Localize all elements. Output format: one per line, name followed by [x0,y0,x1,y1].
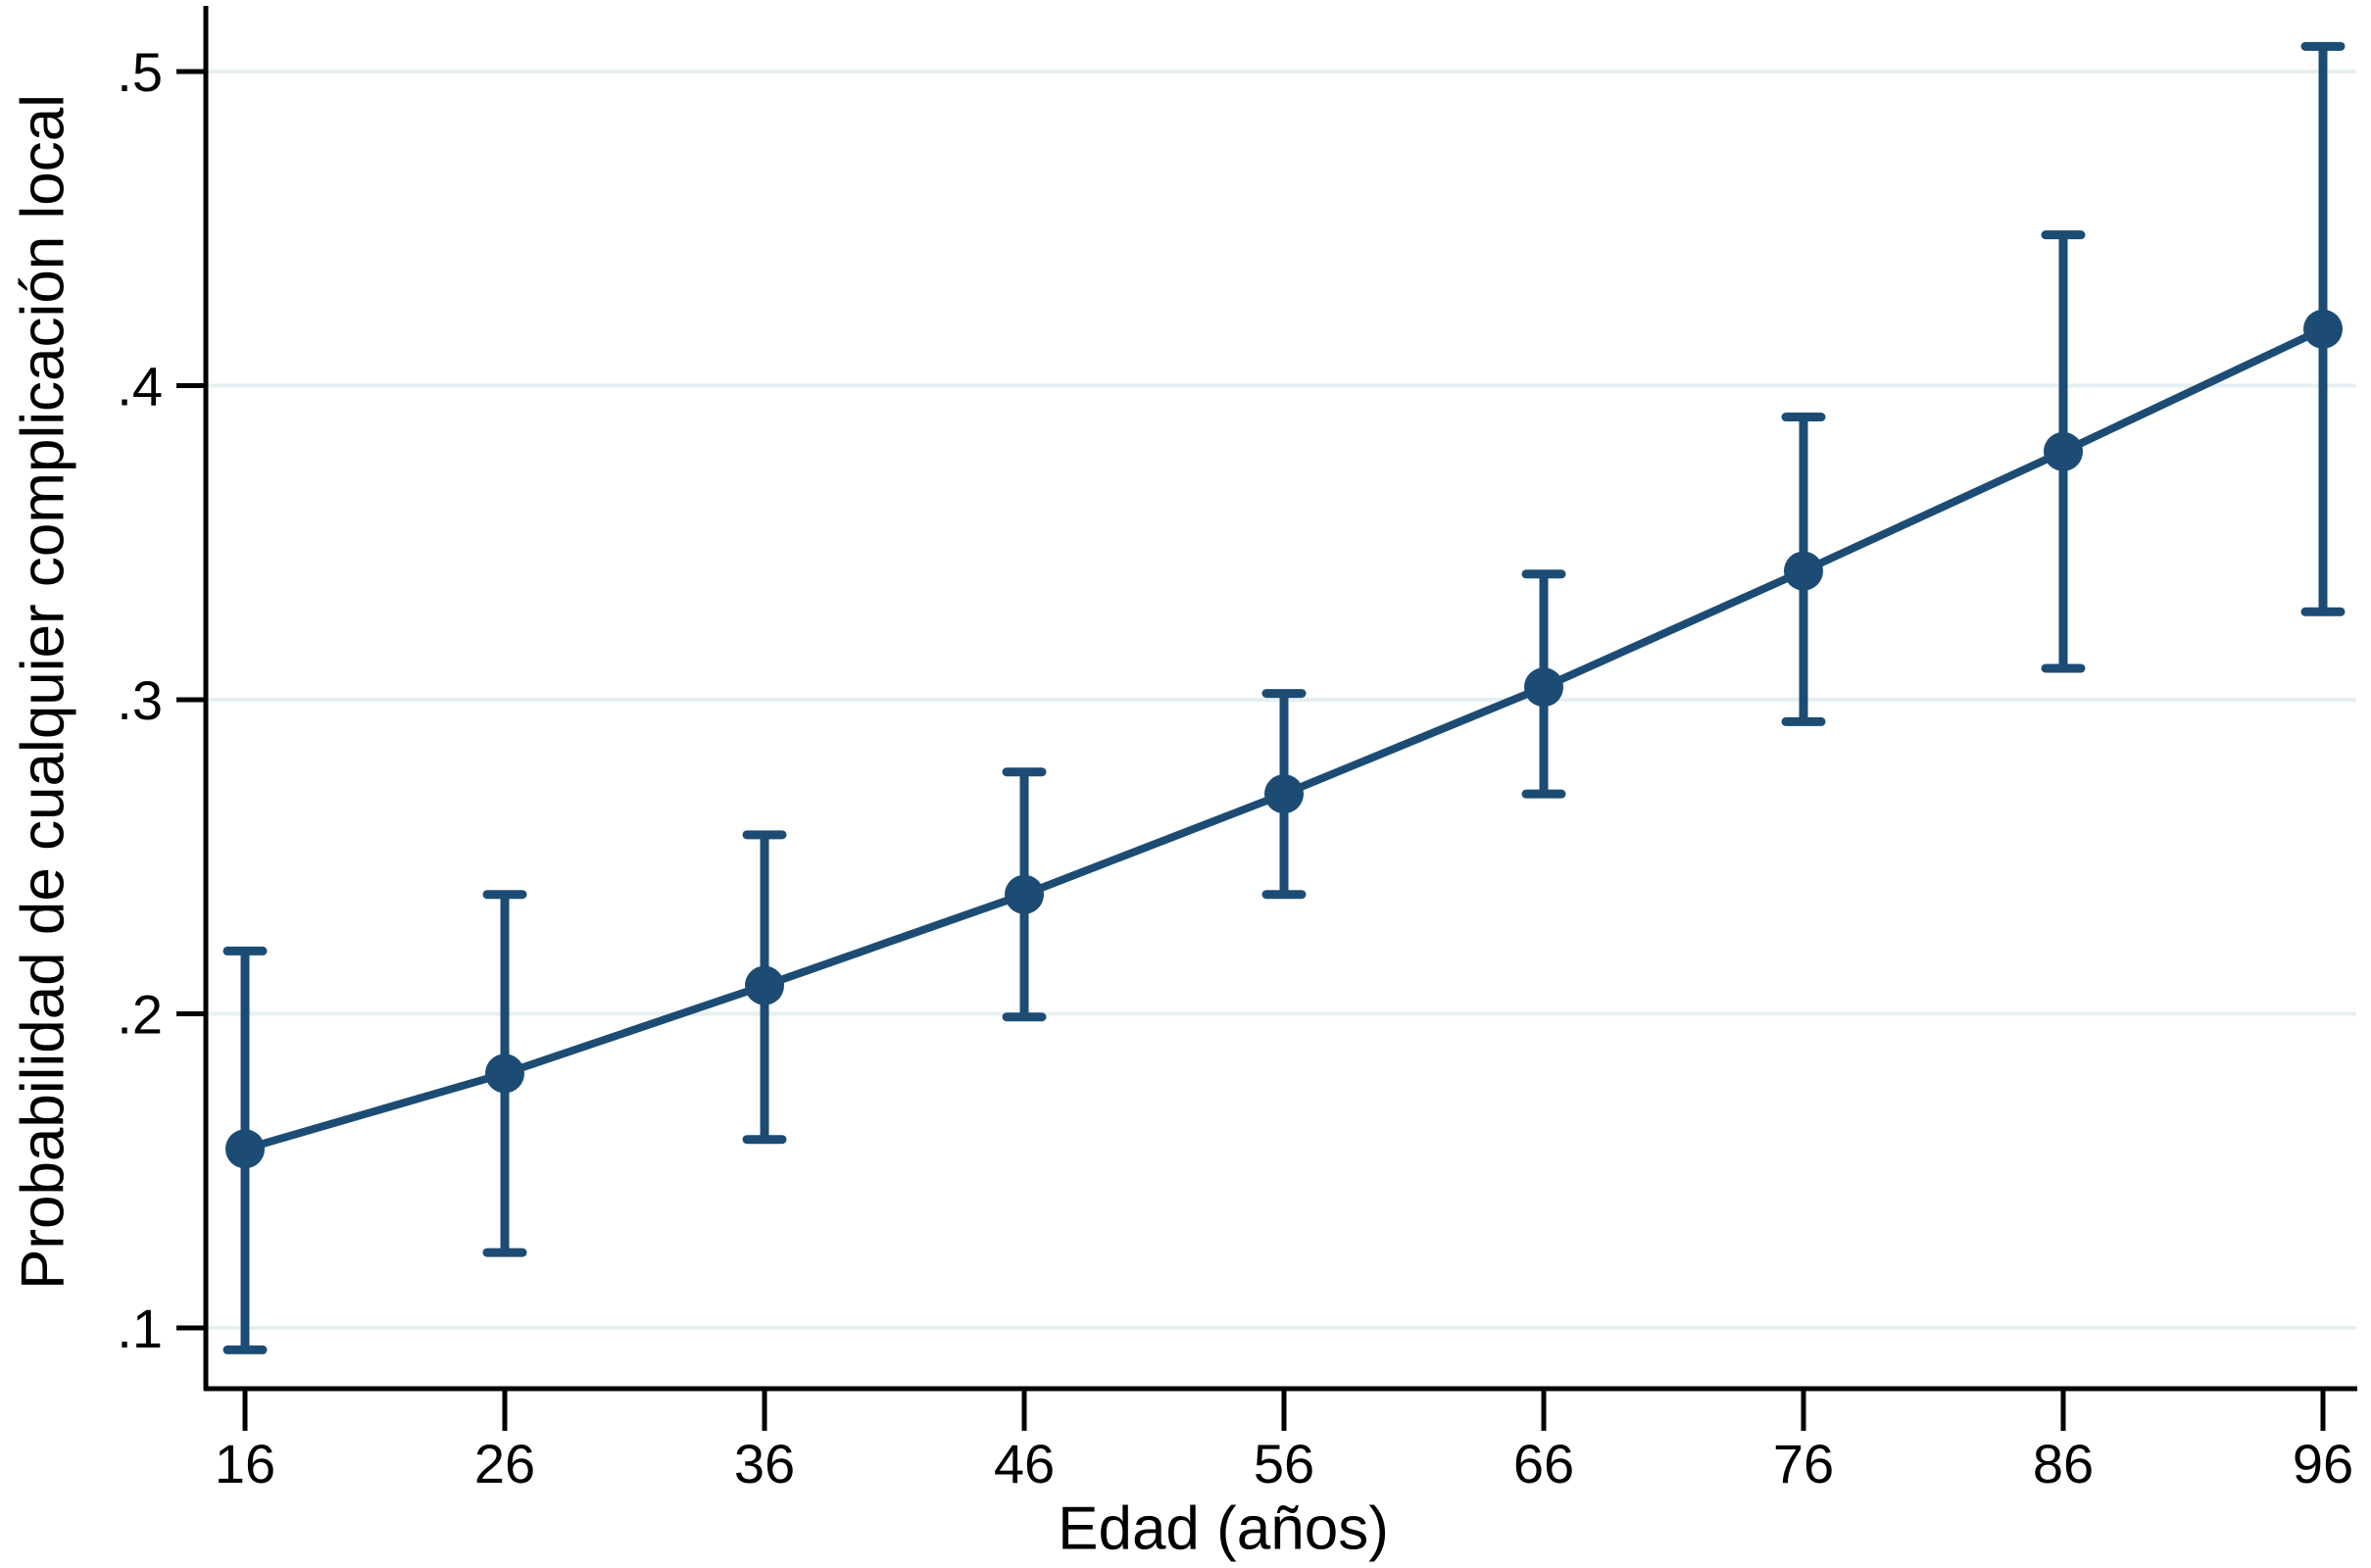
x-tick-label: 56 [1254,1433,1314,1494]
data-point-marker [1784,551,1823,591]
x-tick-label: 86 [2033,1433,2094,1494]
x-tick-label: 26 [474,1433,535,1494]
x-tick-label: 16 [215,1433,275,1494]
y-axis-title: Probabilidad de cualquier complicación l… [9,93,77,1291]
y-tick-label: .2 [117,984,163,1046]
data-point-marker [2044,431,2083,471]
x-tick-label: 76 [1773,1433,1834,1494]
x-axis-title: Edad (años) [1058,1494,1389,1563]
data-point-markers [225,309,2343,1169]
y-tick-label: .1 [117,1298,163,1359]
x-tick-label: 96 [2293,1433,2353,1494]
x-tick-label: 46 [994,1433,1055,1494]
data-point-marker [225,1129,265,1169]
x-tick-label: 36 [734,1433,795,1494]
data-point-marker [1524,667,1563,708]
y-tick-label: .3 [117,669,163,731]
data-point-marker [2303,309,2343,349]
data-point-marker [1005,874,1044,914]
y-tick-label: .5 [117,41,163,103]
data-point-marker [485,1054,524,1094]
y-tick-label: .4 [117,356,163,417]
data-point-marker [1264,774,1304,814]
tick-labels: .1 .2 .3 .4 .5 16 26 36 46 56 66 76 86 96 [117,41,2353,1494]
axis-ticks [176,69,2326,1431]
x-tick-label: 66 [1513,1433,1574,1494]
data-point-marker [745,965,784,1005]
